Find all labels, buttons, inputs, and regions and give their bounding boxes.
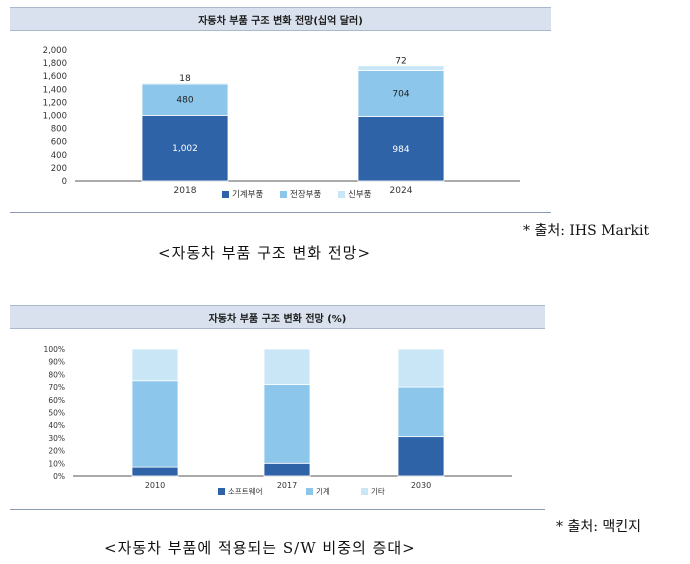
chart2-ytick-label: 80% xyxy=(48,370,65,379)
chart2-ytick-label: 50% xyxy=(48,409,65,418)
chart2-legend-swatch xyxy=(306,488,313,495)
chart1-bar-segment xyxy=(141,83,229,116)
chart2-ytick-label: 90% xyxy=(48,358,65,367)
chart1-source: * 출처: IHS Markit xyxy=(523,223,650,239)
chart2-bottom-rule xyxy=(10,509,545,510)
chart1-ytick-label: 1,200 xyxy=(43,98,67,108)
chart1-ytick-label: 400 xyxy=(51,151,67,161)
chart2-legend-label: 기타 xyxy=(371,487,385,496)
chart1-ytick-label: 1,800 xyxy=(43,59,67,69)
chart1-ytick-label: 1,000 xyxy=(43,112,67,122)
chart2-ytick-label: 10% xyxy=(48,459,65,468)
chart2-ytick-label: 70% xyxy=(48,383,65,392)
chart1-ytick-label: 0 xyxy=(62,177,67,187)
chart2-bar-segment xyxy=(397,436,445,477)
chart2-source: * 출처: 맥킨지 xyxy=(556,519,642,535)
chart1-bottom-rule xyxy=(10,212,551,213)
chart1-legend-label: 신부품 xyxy=(348,190,372,200)
chart1-ytick-label: 1,600 xyxy=(43,72,67,82)
chart1-caption: <자동차 부품 구조 변화 전망> xyxy=(158,244,372,262)
chart1-data-label: 480 xyxy=(176,96,193,106)
chart1-legend-swatch xyxy=(222,191,229,198)
chart1-data-label: 72 xyxy=(395,57,406,67)
chart2-bar-segment xyxy=(263,348,311,385)
chart1-ytick-label: 600 xyxy=(51,138,67,148)
chart1-ytick-label: 200 xyxy=(51,164,67,174)
chart1-bar-segment xyxy=(141,114,229,182)
chart1-category-label: 2024 xyxy=(390,186,413,196)
chart1-category-label: 2018 xyxy=(174,186,197,196)
chart1-title: 자동차 부품 구조 변화 전망(십억 달러) xyxy=(10,7,551,31)
chart2-bar-segment xyxy=(397,386,445,438)
chart2-bar-segment xyxy=(131,380,179,468)
chart2-ytick-label: 60% xyxy=(48,396,65,405)
chart1-ytick-label: 2,000 xyxy=(43,46,67,56)
chart1-data-label: 704 xyxy=(392,89,409,99)
chart2-category-label: 2030 xyxy=(411,481,431,490)
chart1-ytick-label: 1,400 xyxy=(43,85,67,95)
chart2-ytick-label: 100% xyxy=(44,345,65,354)
chart2-ytick-label: 20% xyxy=(48,447,65,456)
chart1-bar-segment xyxy=(141,82,229,85)
chart1-data-label: 984 xyxy=(392,145,409,155)
chart2-bar-segment xyxy=(131,348,179,382)
chart1-data-label: 18 xyxy=(179,74,191,84)
chart2-bar-segment xyxy=(131,466,179,477)
chart1-legend-swatch xyxy=(338,191,345,198)
chart2-bar-segment xyxy=(263,384,311,464)
chart2-ytick-label: 0% xyxy=(53,472,65,481)
chart1-bar-segment xyxy=(357,116,445,182)
chart1-ytick-label: 800 xyxy=(51,125,67,135)
chart2-legend-label: 소프트웨어 xyxy=(228,486,263,496)
chart1-bar-segment xyxy=(357,65,445,71)
chart1-legend-label: 전장부품 xyxy=(290,189,321,200)
chart2-title: 자동차 부품 구조 변화 전망 (%) xyxy=(10,305,545,329)
chart2-bar-segment xyxy=(397,348,445,388)
chart1-legend-label: 기계부품 xyxy=(232,189,263,200)
chart2-category-label: 2010 xyxy=(145,481,165,490)
chart2-ytick-label: 40% xyxy=(48,421,65,430)
chart2-legend-swatch xyxy=(361,488,368,495)
chart2-legend-label: 기계 xyxy=(316,486,330,496)
chart1-bar-segment xyxy=(357,70,445,117)
chart2-caption: <자동차 부품에 적용되는 S/W 비중의 증대> xyxy=(104,539,416,557)
chart2-bar-segment xyxy=(263,462,311,477)
chart2-legend-swatch xyxy=(218,488,225,495)
chart1-data-label: 1,002 xyxy=(172,144,198,154)
chart2-ytick-label: 30% xyxy=(48,434,65,443)
chart2-category-label: 2017 xyxy=(277,481,297,490)
chart1-legend-swatch xyxy=(280,191,287,198)
